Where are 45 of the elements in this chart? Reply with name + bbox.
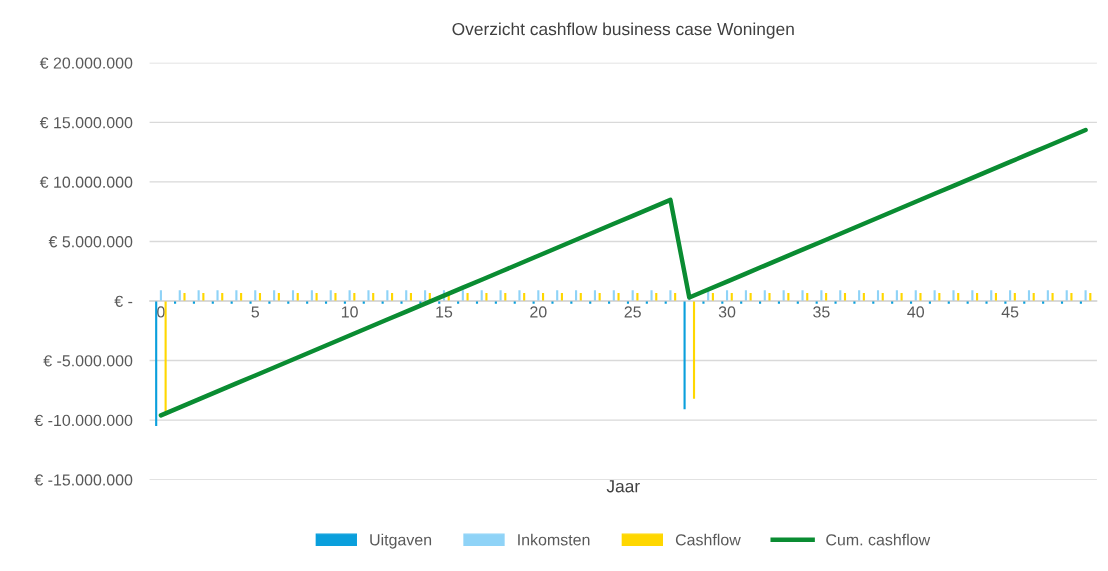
bar (692, 301, 696, 399)
bar (551, 301, 554, 304)
bar (617, 293, 620, 301)
y-tick-label: € -5.000.000 (43, 355, 133, 367)
bar (216, 290, 219, 301)
y-tick-label: € - (114, 295, 133, 307)
x-tick-label: 10 (341, 306, 358, 318)
bar (702, 301, 705, 304)
bar (985, 301, 988, 304)
bar (367, 290, 370, 301)
x-tick-label: 15 (436, 306, 453, 318)
bar (683, 301, 686, 410)
bar (518, 290, 521, 301)
bar (1070, 293, 1073, 301)
bar (183, 293, 186, 301)
x-tick-label: 35 (813, 306, 830, 318)
bar (155, 301, 158, 427)
y-tick-label: € -10.000.000 (34, 414, 133, 427)
x-tick-label: 25 (624, 306, 641, 318)
bar (834, 301, 837, 304)
x-tick-label: 45 (1001, 306, 1019, 318)
legend-label: Cum. cashflow (826, 533, 931, 546)
x-tick-label: 40 (907, 306, 925, 318)
bar (650, 290, 653, 301)
y-tick-label: € 15.000.000 (39, 116, 133, 129)
legend-label: Inkomsten (518, 533, 590, 546)
chart-title: Overzicht cashflow business case Woningen (452, 22, 794, 39)
bar (919, 293, 922, 301)
x-tick-label: 30 (718, 306, 736, 318)
bar (334, 293, 337, 301)
bar (768, 293, 771, 301)
y-tick-label: € 10.000.000 (39, 176, 133, 188)
x-axis-title: Jaar (606, 480, 640, 493)
line-series (158, 127, 1088, 418)
bar (400, 301, 403, 304)
y-tick-label: € -15.000.000 (34, 474, 133, 486)
legend-label: Uitgaven (370, 533, 432, 549)
bar (952, 290, 955, 301)
legend-label: Cashflow (675, 533, 741, 546)
bar (801, 290, 804, 301)
bar (249, 301, 252, 304)
y-tick-label: € 5.000.000 (48, 236, 133, 248)
y-tick-label: € 20.000.000 (39, 57, 133, 69)
x-tick-label: 20 (530, 306, 547, 318)
x-tick-label: 5 (251, 306, 260, 318)
